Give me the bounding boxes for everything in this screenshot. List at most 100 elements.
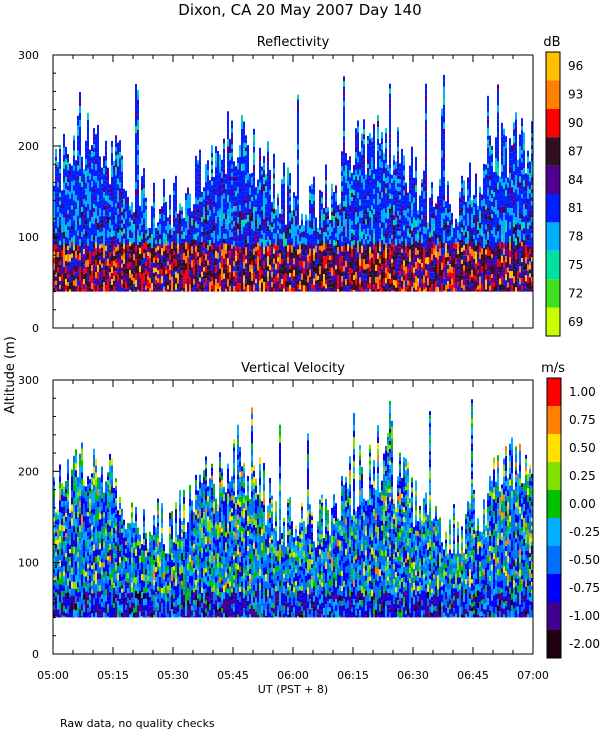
heatmap-cell xyxy=(443,164,445,171)
heatmap-cell xyxy=(83,209,85,215)
heatmap-cell xyxy=(393,200,395,206)
heatmap-cell xyxy=(239,229,241,236)
heatmap-cell xyxy=(463,195,465,201)
heatmap-cell xyxy=(239,163,241,170)
heatmap-cell xyxy=(353,185,355,190)
heatmap-cell xyxy=(437,266,439,274)
heatmap-cell xyxy=(367,256,369,260)
heatmap-cell xyxy=(77,255,79,261)
heatmap-cell xyxy=(399,235,401,240)
heatmap-cell xyxy=(83,199,85,205)
heatmap-cell xyxy=(197,264,199,269)
heatmap-cell xyxy=(325,264,327,269)
heatmap-cell xyxy=(317,263,319,268)
heatmap-cell xyxy=(371,193,373,198)
heatmap-cell xyxy=(71,209,73,214)
heatmap-cell xyxy=(195,251,197,258)
heatmap-cell xyxy=(177,278,179,284)
heatmap-cell xyxy=(105,225,107,231)
heatmap-cell xyxy=(271,287,273,292)
heatmap-cell xyxy=(193,224,195,230)
heatmap-cell xyxy=(213,230,215,237)
heatmap-cell xyxy=(403,240,405,246)
heatmap-cell xyxy=(113,235,115,241)
heatmap-cell xyxy=(73,260,75,266)
heatmap-cell xyxy=(367,208,369,212)
heatmap-cell xyxy=(95,164,97,171)
heatmap-cell xyxy=(387,218,389,225)
heatmap-cell xyxy=(273,243,275,249)
heatmap-cell xyxy=(403,160,405,166)
heatmap-cell xyxy=(273,208,275,214)
heatmap-cell xyxy=(351,261,353,265)
heatmap-cell xyxy=(309,185,311,193)
heatmap-cell xyxy=(289,289,291,292)
heatmap-cell xyxy=(289,285,291,289)
heatmap-cell xyxy=(209,246,211,253)
heatmap-cell xyxy=(349,275,351,283)
heatmap-cell xyxy=(103,216,105,223)
heatmap-cell xyxy=(365,184,367,190)
heatmap-cell xyxy=(305,244,307,251)
heatmap-cell xyxy=(199,193,201,198)
heatmap-cell xyxy=(95,158,97,165)
heatmap-cell xyxy=(297,149,299,155)
heatmap-cell xyxy=(199,161,201,166)
heatmap-cell xyxy=(101,179,103,184)
heatmap-cell xyxy=(133,290,135,292)
heatmap-cell xyxy=(105,265,107,271)
heatmap-cell xyxy=(125,197,127,205)
heatmap-cell xyxy=(155,263,157,268)
heatmap-cell xyxy=(59,156,61,161)
heatmap-cell xyxy=(381,276,383,282)
heatmap-cell xyxy=(325,212,327,217)
heatmap-cell xyxy=(343,256,345,262)
heatmap-cell xyxy=(373,139,375,145)
heatmap-cell xyxy=(289,225,291,229)
heatmap-cell xyxy=(213,188,215,195)
heatmap-cell xyxy=(223,218,225,224)
heatmap-cell xyxy=(113,270,115,276)
heatmap-cell xyxy=(167,221,169,226)
heatmap-cell xyxy=(369,163,371,170)
heatmap-cell xyxy=(387,248,389,255)
heatmap-cell xyxy=(465,243,467,250)
heatmap-cell xyxy=(345,195,347,201)
heatmap-cell xyxy=(203,247,205,252)
heatmap-cell xyxy=(77,225,79,231)
heatmap-cell xyxy=(277,233,279,238)
heatmap-cell xyxy=(119,164,121,171)
heatmap-cell xyxy=(211,281,213,286)
heatmap-cell xyxy=(179,273,181,281)
heatmap-cell xyxy=(243,240,245,248)
heatmap-cell xyxy=(95,188,97,195)
heatmap-cell xyxy=(315,266,317,274)
heatmap-cell xyxy=(469,267,471,275)
heatmap-cell xyxy=(255,275,257,280)
heatmap-cell xyxy=(237,289,239,292)
heatmap-cell xyxy=(411,188,413,196)
heatmap-cell xyxy=(391,230,393,235)
heatmap-cell xyxy=(261,202,263,207)
heatmap-cell xyxy=(73,205,75,211)
heatmap-cell xyxy=(173,226,175,231)
heatmap-cell xyxy=(71,261,73,266)
heatmap-cell xyxy=(109,252,111,257)
heatmap-cell xyxy=(185,270,187,278)
heatmap-cell xyxy=(237,187,239,194)
heatmap-cell xyxy=(115,163,117,168)
heatmap-cell xyxy=(309,255,311,263)
heatmap-cell xyxy=(99,232,101,237)
heatmap-cell xyxy=(327,215,329,220)
heatmap-cell xyxy=(219,226,221,233)
heatmap-cell xyxy=(83,194,85,200)
heatmap-cell xyxy=(79,211,81,218)
heatmap-cell xyxy=(93,164,95,169)
heatmap-cell xyxy=(69,240,71,248)
heatmap-cell xyxy=(411,146,413,154)
heatmap-cell xyxy=(79,148,81,155)
heatmap-cell xyxy=(77,120,79,126)
heatmap-cell xyxy=(361,238,363,246)
heatmap-cell xyxy=(175,259,177,266)
heatmap-cell xyxy=(463,250,465,256)
